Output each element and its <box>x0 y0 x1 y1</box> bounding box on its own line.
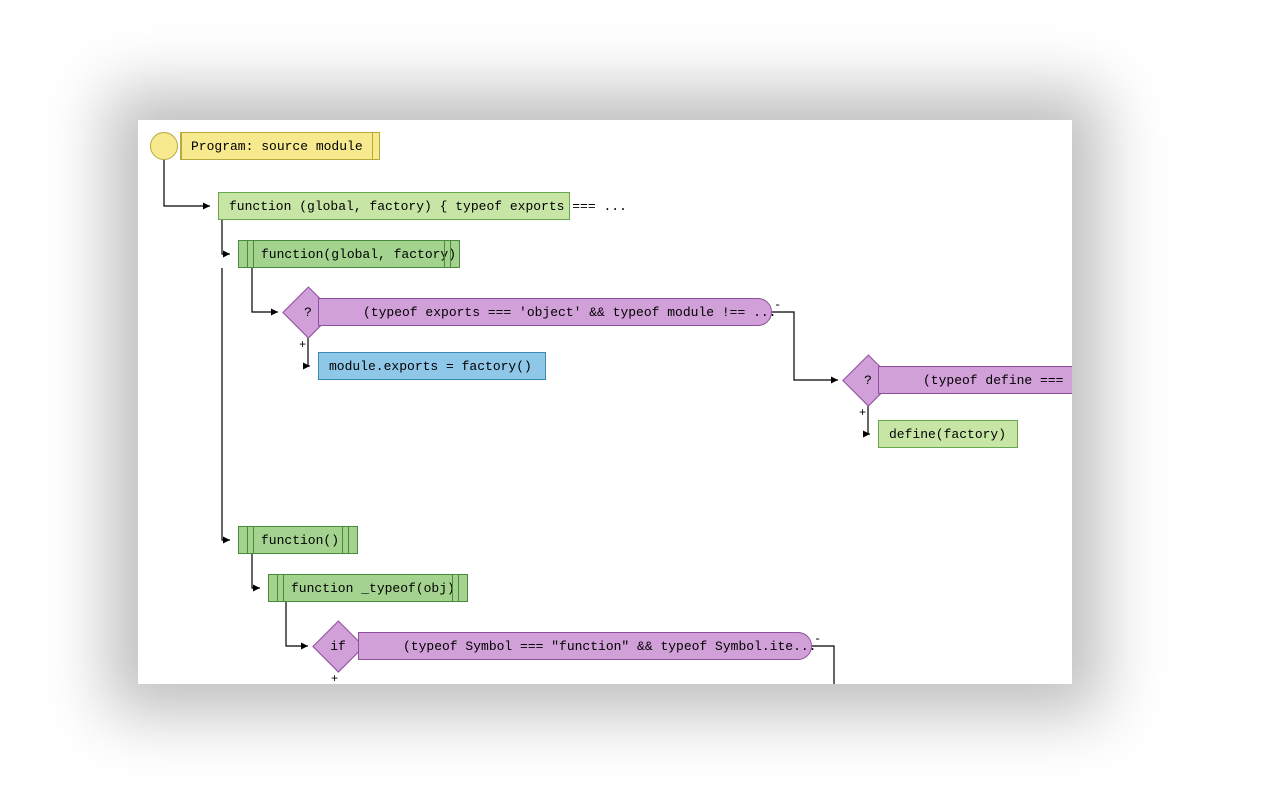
program-label: Program: source module <box>181 139 373 154</box>
decision-3-label: if <box>312 620 364 672</box>
decision-3: if <box>312 620 364 672</box>
program-node: Program: source module <box>180 132 380 160</box>
call-define-label: define(factory) <box>879 427 1016 442</box>
function-outer-label: function (global, factory) { typeof expo… <box>219 199 637 214</box>
condition-2-label: (typeof define === 'function' && d <box>913 373 1072 388</box>
start-node-circle <box>150 132 178 160</box>
diagram-paper: Program: source module function (global,… <box>138 120 1072 684</box>
function-gf-label: function(global, factory) <box>239 247 478 262</box>
function-empty-node: function() <box>238 526 358 554</box>
condition-1-node: (typeof exports === 'object' && typeof m… <box>318 298 772 326</box>
function-typeof-label: function _typeof(obj) <box>269 581 477 596</box>
call-define-node: define(factory) <box>878 420 1018 448</box>
condition-2-node: (typeof define === 'function' && d <box>878 366 1072 394</box>
function-typeof-node: function _typeof(obj) <box>268 574 468 602</box>
condition-1-label: (typeof exports === 'object' && typeof m… <box>353 305 786 320</box>
sign-minus-1: - <box>774 298 781 312</box>
function-outer-node: function (global, factory) { typeof expo… <box>218 192 570 220</box>
sign-minus-3: - <box>814 632 821 646</box>
condition-3-label: (typeof Symbol === "function" && typeof … <box>393 639 826 654</box>
sign-plus-3: + <box>331 672 338 684</box>
sign-plus-2: + <box>859 406 866 420</box>
sign-plus-1: + <box>299 338 306 352</box>
function-global-factory-node: function(global, factory) <box>238 240 460 268</box>
expression-1-label: module.exports = factory() <box>319 359 542 374</box>
condition-3-node: (typeof Symbol === "function" && typeof … <box>358 632 812 660</box>
expression-1-node: module.exports = factory() <box>318 352 546 380</box>
